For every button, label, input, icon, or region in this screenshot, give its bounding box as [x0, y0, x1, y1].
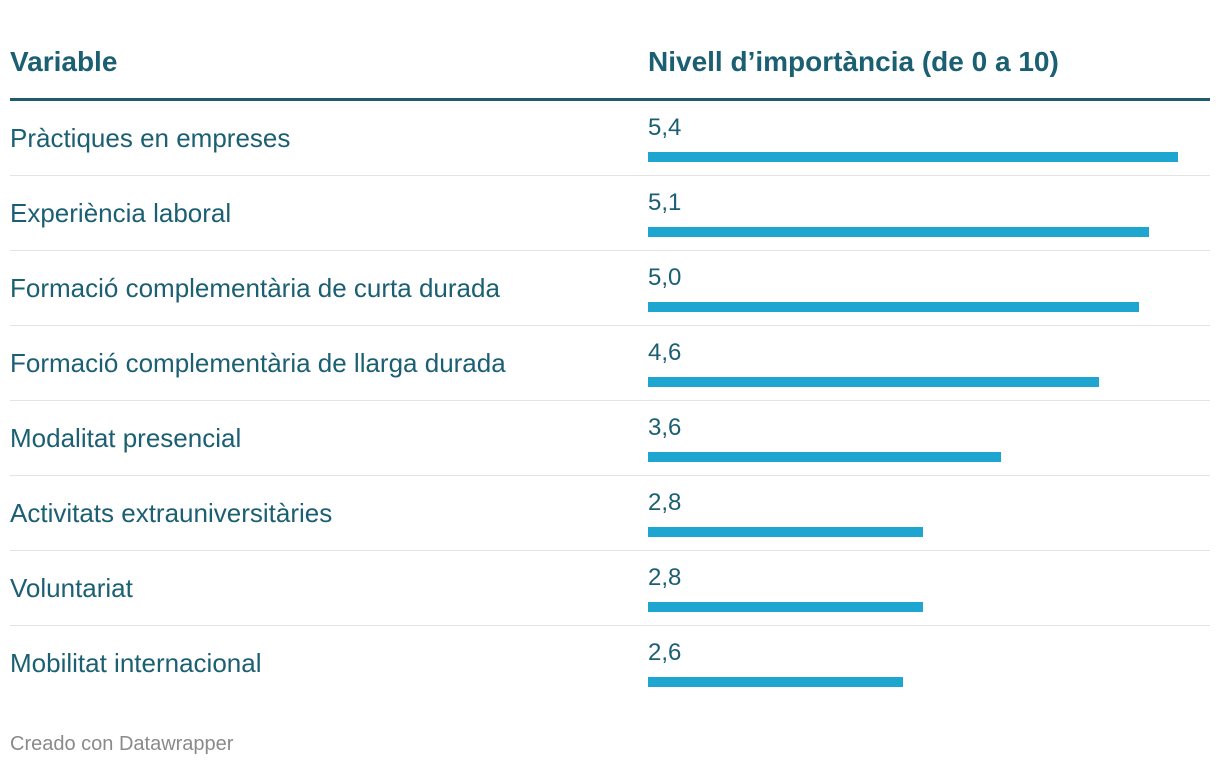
- table-row: Mobilitat internacional 2,6: [10, 626, 1210, 700]
- table-row: Experiència laboral 5,1: [10, 176, 1210, 251]
- table-header: Variable Nivell d’importància (de 0 a 10…: [10, 36, 1210, 101]
- data-label: 2,8: [648, 489, 682, 516]
- row-label: Mobilitat internacional: [10, 648, 262, 678]
- bar: [648, 152, 1178, 162]
- row-label: Modalitat presencial: [10, 423, 242, 453]
- row-label: Pràctiques en empreses: [10, 123, 291, 153]
- table-row: Formació complementària de llarga durada…: [10, 326, 1210, 401]
- bar: [648, 452, 1001, 462]
- row-label: Formació complementària de curta durada: [10, 273, 500, 303]
- data-label: 4,6: [648, 339, 682, 366]
- header-variable: Variable: [10, 46, 118, 77]
- bar: [648, 677, 903, 687]
- table-row: Activitats extrauniversitàries 2,8: [10, 476, 1210, 551]
- table-row: Modalitat presencial 3,6: [10, 401, 1210, 476]
- bar: [648, 377, 1099, 387]
- bar: [648, 302, 1139, 312]
- data-label: 5,4: [648, 114, 682, 141]
- data-label: 3,6: [648, 414, 682, 441]
- bar: [648, 227, 1149, 237]
- bar: [648, 602, 923, 612]
- data-label: 5,0: [648, 264, 682, 291]
- row-label: Experiència laboral: [10, 198, 232, 228]
- data-label: 5,1: [648, 189, 682, 216]
- data-label: 2,8: [648, 564, 682, 591]
- table-rows: Pràctiques en empreses 5,4 Experiència lab…: [10, 101, 1210, 700]
- table-row: Voluntariat 2,8: [10, 551, 1210, 626]
- data-label: 2,6: [648, 639, 682, 666]
- header-importance: Nivell d’importància (de 0 a 10): [648, 46, 1059, 77]
- bar: [648, 527, 923, 537]
- datawrapper-credit[interactable]: Creado con Datawrapper: [10, 733, 234, 755]
- table-row: Formació complementària de curta durada 5…: [10, 251, 1210, 326]
- table-row: Pràctiques en empreses 5,4: [10, 101, 1210, 176]
- row-label: Activitats extrauniversitàries: [10, 498, 333, 528]
- importance-table: Variable Nivell d’importància (de 0 a 10…: [10, 36, 1210, 700]
- row-label: Voluntariat: [10, 573, 133, 603]
- row-label: Formació complementària de llarga durada: [10, 348, 506, 378]
